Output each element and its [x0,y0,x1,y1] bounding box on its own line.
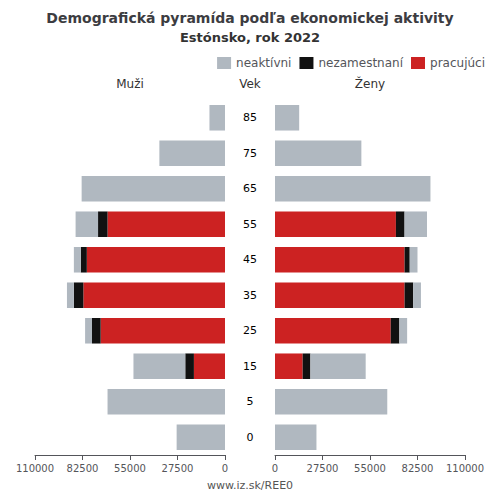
svg-text:Muži: Muži [116,77,144,91]
svg-text:55000: 55000 [114,463,146,474]
svg-text:65: 65 [243,182,257,195]
svg-text:Demografická pyramída podľa ek: Demografická pyramída podľa ekonomickej … [46,10,453,26]
svg-text:27500: 27500 [307,463,339,474]
svg-text:5: 5 [247,395,254,408]
svg-text:0: 0 [222,463,228,474]
svg-text:55000: 55000 [354,463,386,474]
svg-text:www.iz.sk/REE0: www.iz.sk/REE0 [207,479,293,492]
svg-text:Vek: Vek [239,77,261,91]
svg-text:Estónsko, rok 2022: Estónsko, rok 2022 [180,30,320,45]
svg-text:35: 35 [243,289,257,302]
svg-text:pracujúci: pracujúci [430,56,485,70]
svg-text:0: 0 [247,431,254,444]
svg-text:82500: 82500 [67,463,99,474]
svg-text:nezamestnaní: nezamestnaní [318,56,403,70]
svg-text:0: 0 [272,463,278,474]
svg-text:85: 85 [243,111,257,124]
svg-text:27500: 27500 [162,463,194,474]
svg-text:25: 25 [243,324,257,337]
svg-text:110000: 110000 [16,463,54,474]
svg-text:45: 45 [243,253,257,266]
svg-text:82500: 82500 [402,463,434,474]
svg-text:15: 15 [243,360,257,373]
svg-text:110000: 110000 [446,463,484,474]
svg-text:neaktívni: neaktívni [236,56,291,70]
svg-text:55: 55 [243,218,257,231]
svg-text:Ženy: Ženy [355,76,385,91]
svg-text:75: 75 [243,147,257,160]
